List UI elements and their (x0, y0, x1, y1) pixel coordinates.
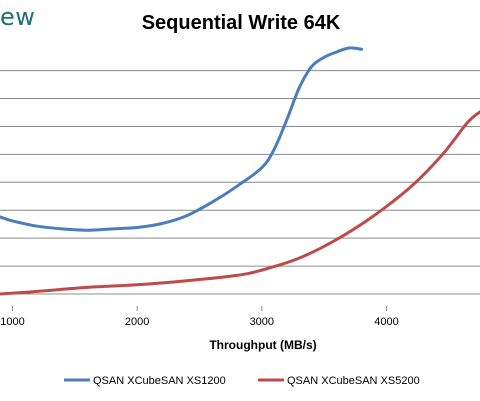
x-tick-label-2: 3000 (250, 316, 274, 328)
series-line-qsan-xcubesan-xs5200 (0, 110, 480, 296)
legend: QSAN XCubeSAN XS1200 QSAN XCubeSAN XS5200 (64, 375, 420, 387)
x-axis-label: Throughput (MB/s) (209, 338, 316, 352)
x-tick-label-0: 1000 (0, 316, 24, 328)
series-layer (0, 46, 480, 296)
x-tick-labels: 1000 2000 3000 4000 (0, 306, 399, 328)
grid-layer (0, 70, 480, 295)
x-tick-label-3: 4000 (374, 316, 398, 328)
legend-label-qsan-xcubesan-xs5200: QSAN XCubeSAN XS5200 (287, 375, 420, 387)
series-line-qsan-xcubesan-xs1200 (0, 46, 364, 232)
legend-label-qsan-xcubesan-xs1200: QSAN XCubeSAN XS1200 (93, 375, 226, 387)
x-tick-label-1: 2000 (125, 316, 149, 328)
chart-title: Sequential Write 64K (141, 12, 341, 34)
logo-fragment: ew (0, 3, 36, 31)
